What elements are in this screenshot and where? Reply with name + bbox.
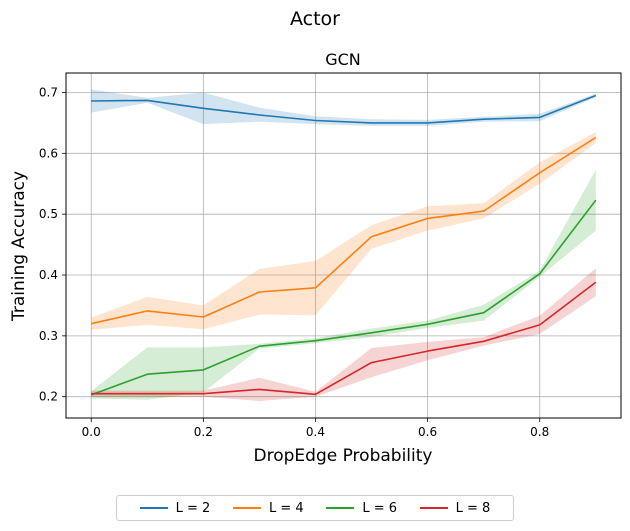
legend-swatch <box>139 507 168 509</box>
y-tick-label: 0.7 <box>39 85 58 99</box>
legend-item-l8: L = 8 <box>419 500 491 516</box>
y-tick-label: 0.2 <box>39 390 58 404</box>
legend-item-l2: L = 2 <box>139 500 211 516</box>
series-3-band <box>91 169 596 400</box>
series-1-line <box>91 94 597 124</box>
y-tick-label: 0.6 <box>39 146 58 160</box>
series-lines <box>90 94 597 396</box>
series-2-band <box>91 132 596 330</box>
plot-area-frame <box>65 72 622 419</box>
x-tick-label: 0.0 <box>82 425 101 439</box>
confidence-bands <box>91 89 596 401</box>
legend-item-l6: L = 6 <box>326 501 397 516</box>
x-tick-label: 0.8 <box>530 425 549 439</box>
figure-suptitle: Actor <box>290 8 340 30</box>
series-4-band <box>91 268 596 401</box>
legend: L = 2 L = 4 L = 6 L = 8 <box>116 495 514 521</box>
y-tick-label: 0.5 <box>39 207 58 221</box>
x-tick-label: 0.6 <box>418 425 437 439</box>
x-axis-label: DropEdge Probability <box>254 446 433 466</box>
y-axis-label: Training Accuracy <box>9 171 29 322</box>
legend-swatch <box>232 507 261 509</box>
legend-swatch <box>326 507 355 509</box>
grid-lines <box>66 73 621 418</box>
series-3-line <box>90 199 597 396</box>
legend-label: L = 4 <box>268 500 304 516</box>
x-tick-label: 0.2 <box>194 425 213 439</box>
legend-swatch <box>419 507 448 509</box>
legend-label: L = 2 <box>175 500 211 516</box>
axis-ticks: 0.0 0.2 0.4 0.6 0.8 0.2 0.3 0.4 0.5 0.6 0.7 <box>39 85 549 439</box>
series-1-band <box>91 89 596 126</box>
legend-label: L = 8 <box>455 500 491 516</box>
y-tick-label: 0.3 <box>39 329 58 343</box>
legend-item-l4: L = 4 <box>232 500 304 516</box>
series-4-line <box>91 281 597 396</box>
chart-title: GCN <box>325 50 361 69</box>
y-tick-label: 0.4 <box>39 268 58 282</box>
series-2-line <box>91 136 597 325</box>
x-tick-label: 0.4 <box>306 425 325 439</box>
legend-label: L = 6 <box>362 500 397 516</box>
